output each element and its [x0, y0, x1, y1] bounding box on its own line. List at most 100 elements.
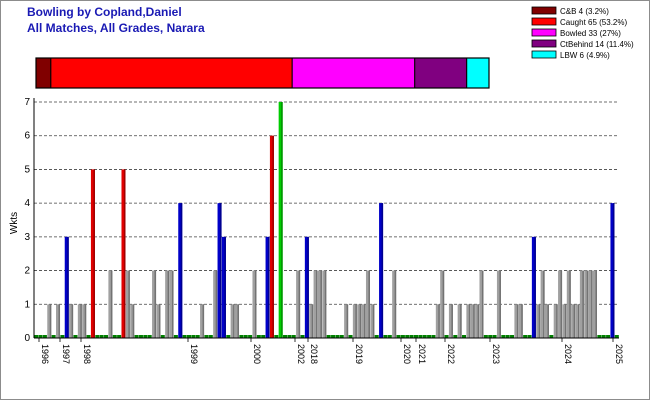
bar-shade: [534, 236, 536, 338]
bar: [448, 304, 453, 338]
bar-zero: [501, 335, 506, 338]
bar-zero: [186, 335, 191, 338]
bar-shade: [307, 236, 309, 338]
bar-zero: [274, 335, 279, 338]
bar-shade: [556, 304, 558, 338]
bar-zero: [335, 335, 340, 338]
bar-zero: [173, 335, 178, 338]
bar-zero: [387, 335, 392, 338]
x-tick-label: 1997: [61, 344, 71, 364]
bar-shade: [543, 270, 545, 338]
bar-shade: [547, 304, 549, 338]
bar: [370, 304, 375, 338]
y-tick-label: 1: [24, 299, 30, 310]
bar-zero: [182, 335, 187, 338]
legend-swatch: [531, 17, 557, 26]
bar: [457, 304, 462, 338]
bar-zero: [483, 335, 488, 338]
x-tick-label: 2021: [417, 344, 427, 364]
bar: [296, 270, 301, 338]
legend-swatch: [531, 6, 557, 15]
bar-zero: [34, 335, 39, 338]
bar-shade: [324, 270, 327, 338]
bar: [352, 304, 357, 338]
bar-shade: [438, 304, 440, 338]
bar: [579, 270, 584, 338]
bar-zero: [597, 335, 602, 338]
bar: [200, 304, 205, 338]
bar-shade: [381, 203, 384, 338]
bar-zero: [418, 335, 423, 338]
bar: [121, 169, 126, 338]
bar-zero: [601, 335, 606, 338]
bar-shade: [394, 270, 397, 338]
bar-shade: [612, 203, 615, 338]
bar: [479, 270, 484, 338]
bar: [230, 304, 235, 338]
bar-zero: [383, 335, 388, 338]
bar: [566, 270, 571, 338]
bar: [610, 203, 615, 338]
bar: [252, 270, 257, 338]
bar: [379, 203, 384, 338]
bar: [571, 304, 576, 338]
legend-swatch: [531, 39, 557, 48]
bar-shade: [442, 270, 445, 338]
y-tick-label: 0: [24, 333, 30, 344]
bar: [344, 304, 349, 338]
bar-zero: [60, 335, 65, 338]
bar-shade: [268, 236, 270, 338]
bar-shade: [473, 304, 475, 338]
bar-shade: [578, 304, 580, 338]
bar: [588, 270, 593, 338]
bar-shade: [154, 270, 157, 338]
bar-zero: [283, 335, 288, 338]
bar: [496, 270, 501, 338]
x-tick-label: 1999: [189, 344, 199, 364]
bar-shade: [311, 304, 314, 338]
legend-label: C&B 4 (3.2%): [560, 7, 609, 16]
bar-shade: [167, 270, 170, 338]
bar-zero: [300, 335, 305, 338]
bar: [592, 270, 597, 338]
bar: [269, 135, 274, 338]
bar-shade: [368, 270, 370, 338]
legend-label: Bowled 33 (27%): [560, 29, 621, 38]
bar: [475, 304, 480, 338]
bar-shade: [237, 304, 240, 338]
legend-swatch: [531, 50, 557, 59]
bar-zero: [138, 335, 143, 338]
bar-zero: [405, 335, 410, 338]
bar-zero: [38, 335, 43, 338]
bar-zero: [99, 335, 104, 338]
legend-label: CtBehind 14 (11.4%): [560, 40, 634, 49]
bar-shade: [172, 270, 174, 338]
bar-shade: [595, 270, 597, 338]
bar-zero: [86, 335, 91, 338]
bar-zero: [291, 335, 296, 338]
bar-zero: [256, 335, 261, 338]
bar-zero: [510, 335, 515, 338]
dismissal-bar-frame: [35, 57, 490, 89]
bar-zero: [444, 335, 449, 338]
bar-zero: [147, 335, 152, 338]
bar-zero: [42, 335, 47, 338]
bar-zero: [95, 335, 100, 338]
bar: [435, 304, 440, 338]
bar: [309, 304, 314, 338]
bar: [540, 270, 545, 338]
y-tick-label: 3: [24, 232, 30, 243]
bar: [69, 304, 74, 338]
bar-zero: [527, 335, 532, 338]
bar: [125, 270, 130, 338]
bar-shade: [84, 304, 87, 338]
bar: [213, 270, 218, 338]
bar: [130, 304, 135, 338]
bar-shade: [355, 304, 357, 338]
y-tick-label: 6: [24, 131, 30, 142]
bar-shade: [202, 304, 205, 338]
bar-shade: [49, 304, 52, 338]
bar-shade: [93, 169, 95, 338]
